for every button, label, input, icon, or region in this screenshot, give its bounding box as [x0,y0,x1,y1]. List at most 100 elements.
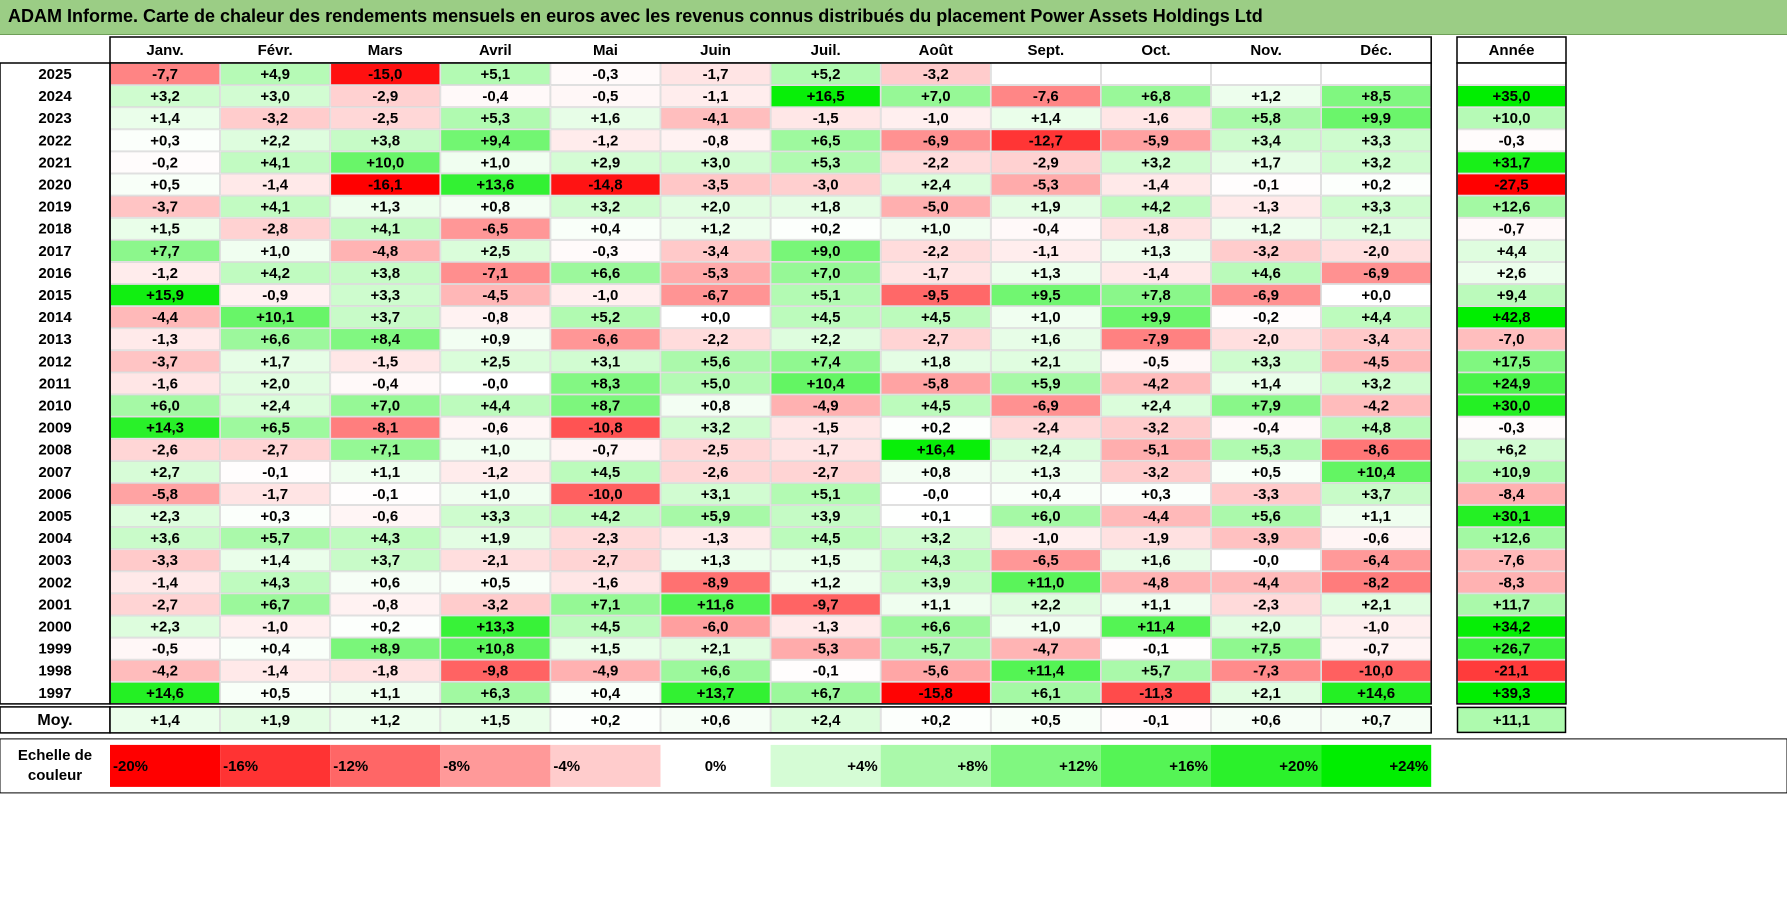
heat-cell [1211,306,1321,329]
heat-cell [1211,217,1321,240]
heat-cell [550,659,661,682]
heat-cell-value: +0,4 [591,221,621,238]
average-annual-value: +11,1 [1493,712,1530,729]
heat-cell-value: -3,3 [1253,486,1279,503]
average-cell [660,707,771,733]
scale-swatch [770,744,881,787]
row-label-year: 2010 [38,398,71,415]
heat-cell-value: +2,5 [481,353,511,370]
heat-cell-value: -1,4 [1143,265,1170,282]
heat-cell [550,615,661,638]
annual-cell-value: -0,7 [1499,221,1525,238]
heat-cell [1101,460,1211,483]
heat-cell-value: +0,8 [701,398,731,415]
heat-cell [1101,593,1211,616]
heat-cell [770,482,881,505]
heat-cell [220,571,331,594]
heat-cell-value: +13,7 [697,685,735,702]
heat-cell-value: -6,9 [1253,287,1279,304]
row-label-year: 2005 [38,508,71,525]
heat-cell [880,593,991,616]
heat-cell-value: +7,5 [1251,641,1281,658]
heat-cell-value: -2,3 [593,530,619,547]
heat-cell-value: -0,1 [262,464,288,481]
heat-cell-value: +3,3 [370,287,400,304]
average-cell-value: +1,4 [150,712,180,729]
heat-cell-value: -1,4 [152,574,179,591]
heat-cell [330,460,441,483]
heat-cell-value: +1,1 [370,685,400,702]
heat-cell [660,571,771,594]
heat-cell-value: -7,1 [482,265,508,282]
heat-cell-value: +10,0 [366,154,404,171]
heat-cell-value: +0,2 [370,619,400,636]
row-label-year: 2015 [38,287,71,304]
column-header: Sept. [1028,42,1065,59]
heat-cell [1211,261,1321,284]
heat-cell [440,239,551,262]
heat-cell-value: -1,2 [152,265,178,282]
heat-cell [550,527,661,550]
heat-cell-value: +14,6 [146,685,184,702]
heat-cell-value: +4,5 [591,619,621,636]
heat-cell-value: +3,7 [1361,486,1391,503]
heat-cell-value: +6,6 [260,331,290,348]
heat-cell-value: +2,3 [150,508,180,525]
heat-cell [990,85,1101,108]
heat-cell [880,416,991,439]
row-label-year: 2016 [38,265,71,282]
heat-cell-value: +1,3 [370,199,400,216]
heat-cell-value: -1,6 [593,574,619,591]
heat-cell-value: +9,4 [481,132,511,149]
heat-cell [330,85,441,108]
scale-swatch [440,744,551,787]
annual-cell-value: -21,1 [1494,663,1528,680]
heat-cell-value: +2,1 [1031,353,1061,370]
heat-cell [1211,438,1321,461]
heat-cell-value: +1,1 [1361,508,1391,525]
heat-cell [770,394,881,417]
heat-cell-value: -1,0 [923,110,949,127]
heat-cell-value: -2,4 [1033,420,1060,437]
heat-cell-value: -1,1 [1033,243,1059,260]
average-cell [330,707,441,733]
heat-cell-value: +4,2 [1141,199,1171,216]
heat-cell [770,615,881,638]
heat-cell-value: +2,3 [150,619,180,636]
annual-cell-value: +12,6 [1493,199,1531,216]
heat-cell-value: -2,7 [813,464,839,481]
heat-cell-value: +2,0 [701,199,731,216]
heat-cell [880,571,991,594]
heat-cell-value: +4,2 [260,265,290,282]
heat-cell [1211,593,1321,616]
scale-tick-label: +16% [1169,758,1208,775]
heat-cell [330,549,441,572]
heat-cell-value: +2,2 [811,331,841,348]
heat-cell-value: +0,5 [150,177,180,194]
heat-cell-value: -7,3 [1253,663,1279,680]
heat-cell [1101,438,1211,461]
average-cell [110,707,220,733]
heat-cell [1101,284,1211,307]
heat-cell-value: +1,3 [1031,464,1061,481]
heat-cell-value: +11,6 [697,596,734,613]
heat-cell-value: +4,1 [370,221,400,238]
heat-cell-value: -0,9 [262,287,288,304]
scale-swatch [110,744,221,787]
heat-cell-value: -1,8 [1143,221,1169,238]
heat-cell [990,593,1101,616]
heat-cell-value: -4,2 [1363,398,1389,415]
heat-cell-value: +0,3 [1141,486,1171,503]
heat-cell [330,571,441,594]
heat-cell [880,482,991,505]
annual-cell-value: -8,3 [1499,574,1525,591]
heat-cell [660,659,771,682]
heat-cell [550,129,661,152]
heat-cell-value: -2,2 [703,331,729,348]
heat-cell [660,394,771,417]
heat-cell [880,460,991,483]
heat-cell-value: +1,0 [481,486,511,503]
heat-cell [1101,416,1211,439]
heat-cell-value: -5,3 [1033,177,1059,194]
annual-cell-value: -0,3 [1499,420,1525,437]
